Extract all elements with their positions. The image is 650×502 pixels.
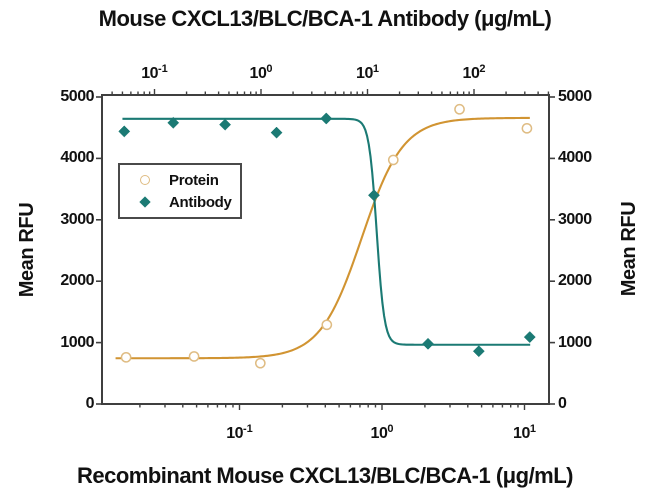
antibody-data-point — [472, 345, 485, 358]
top-axis-tick-label: 102 — [462, 63, 486, 82]
protein-data-point — [521, 122, 533, 134]
y-tick-label-left: 3000 — [60, 210, 94, 228]
bottom-axis-tick-label: 100 — [370, 423, 394, 442]
y-tick-label-right: 5000 — [558, 88, 592, 105]
y-tick-label-left: 5000 — [60, 88, 94, 105]
y-tick-label-left: 0 — [85, 395, 95, 412]
antibody-data-point — [118, 125, 131, 138]
antibody-fit-curve — [122, 117, 531, 346]
protein-data-point — [254, 357, 266, 369]
open-circle-icon — [137, 175, 153, 185]
top-axis-tick-label: 100 — [249, 63, 273, 82]
y-axis-label-right: Mean RFU — [618, 201, 640, 297]
filled-diamond-icon — [137, 196, 153, 208]
protein-data-point — [120, 351, 132, 363]
legend-box: Protein Antibody — [118, 163, 242, 219]
antibody-data-point — [422, 337, 434, 350]
top-axis-tick-label: 10-1 — [141, 63, 168, 82]
legend-item-protein: Protein — [120, 171, 240, 189]
y-tick-label-right: 4000 — [558, 149, 592, 167]
y-tick-label-right: 1000 — [558, 333, 592, 351]
legend-label-protein: Protein — [169, 171, 219, 189]
protein-data-point — [321, 319, 333, 331]
protein-data-point — [188, 351, 200, 362]
bottom-axis-tick-label: 101 — [513, 423, 536, 442]
bottom-axis-title: Recombinant Mouse CXCL13/BLC/BCA-1 (μg/m… — [76, 463, 574, 488]
legend-item-antibody: Antibody — [120, 193, 240, 211]
protein-data-point — [454, 103, 465, 115]
y-tick-label-right: 0 — [558, 395, 567, 412]
antibody-data-point — [219, 118, 232, 131]
protein-data-point — [387, 154, 399, 166]
y-tick-label-left: 1000 — [60, 333, 94, 351]
top-axis-tick-label: 101 — [356, 63, 379, 82]
legend-label-antibody: Antibody — [169, 193, 232, 211]
y-tick-label-right: 2000 — [558, 272, 592, 290]
antibody-data-point — [320, 112, 333, 125]
antibody-data-point — [270, 126, 283, 139]
antibody-data-point — [368, 189, 380, 202]
top-axis-title: Mouse CXCL13/BLC/BCA-1 Antibody (μg/mL) — [98, 6, 552, 31]
bottom-axis-tick-label: 10-1 — [226, 423, 253, 442]
y-tick-label-left: 4000 — [60, 149, 94, 167]
y-tick-label-left: 2000 — [60, 272, 94, 290]
antibody-data-point — [523, 331, 536, 344]
y-tick-label-right: 3000 — [558, 210, 592, 228]
y-axis-label-left: Mean RFU — [16, 202, 38, 298]
antibody-data-point — [167, 116, 180, 129]
